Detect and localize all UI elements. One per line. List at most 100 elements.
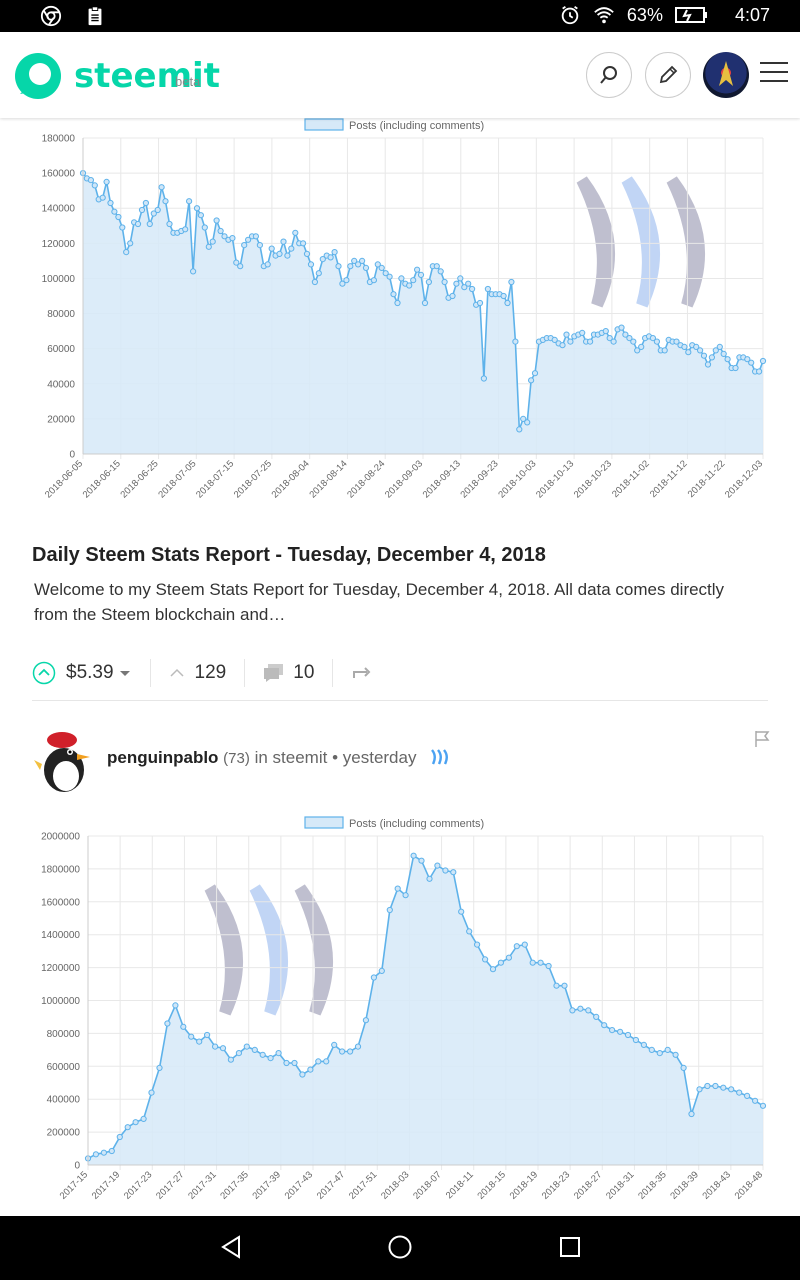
y-tick-label: 1400000 xyxy=(41,930,80,941)
vote-count[interactable]: 129 xyxy=(194,662,227,683)
data-point xyxy=(327,254,334,261)
chart-legend: Posts (including comments) xyxy=(304,816,484,830)
watermark-stroke xyxy=(204,884,243,1016)
legend-swatch xyxy=(304,118,344,131)
divider xyxy=(332,659,334,687)
data-point xyxy=(188,1033,195,1040)
x-tick-label: 2018-09-13 xyxy=(421,458,463,500)
data-point xyxy=(563,331,570,338)
data-point xyxy=(716,343,723,350)
data-point xyxy=(418,857,425,864)
data-point xyxy=(437,268,444,275)
data-point xyxy=(351,257,358,264)
data-point xyxy=(601,1022,608,1029)
home-icon[interactable] xyxy=(387,1234,413,1260)
data-point xyxy=(609,1027,616,1034)
post-title[interactable]: Daily Steem Stats Report - Tuesday, Dece… xyxy=(32,544,546,566)
data-point xyxy=(156,1064,163,1071)
submit-story-button[interactable] xyxy=(645,52,691,98)
author-name[interactable]: penguinpablo xyxy=(107,748,219,767)
author-avatar[interactable] xyxy=(32,730,92,794)
y-tick-label: 80000 xyxy=(47,309,75,320)
data-point xyxy=(704,361,712,368)
x-tick-label: 2018-43 xyxy=(701,1169,733,1201)
data-point xyxy=(116,1133,123,1141)
upvote-icon[interactable] xyxy=(32,661,56,685)
flag-icon[interactable] xyxy=(754,730,770,748)
data-point xyxy=(394,885,401,892)
data-point xyxy=(331,1041,338,1048)
data-point xyxy=(123,249,130,256)
data-point xyxy=(559,342,566,349)
x-tick-label: 2018-11-22 xyxy=(686,458,728,500)
data-point xyxy=(245,236,252,243)
comments-icon[interactable] xyxy=(263,663,285,683)
data-point xyxy=(728,1086,735,1093)
data-point xyxy=(243,1043,250,1050)
caret-down-icon[interactable] xyxy=(118,666,132,680)
data-point xyxy=(480,375,487,382)
post-excerpt[interactable]: Welcome to my Steem Stats Report for Tue… xyxy=(34,580,725,624)
data-point xyxy=(567,338,574,345)
data-point xyxy=(103,178,110,186)
search-button[interactable] xyxy=(586,52,632,98)
data-point xyxy=(182,226,189,233)
data-point xyxy=(720,350,727,357)
x-tick-label: 2017-47 xyxy=(315,1169,347,1201)
y-tick-label: 200000 xyxy=(47,1128,81,1139)
post-time[interactable]: yesterday xyxy=(342,748,417,767)
data-point xyxy=(720,1084,727,1091)
data-point xyxy=(323,1058,330,1065)
recents-icon[interactable] xyxy=(557,1234,583,1260)
comment-count[interactable]: 10 xyxy=(293,662,315,683)
x-tick-label: 2018-15 xyxy=(476,1169,508,1201)
avatar[interactable] xyxy=(703,52,749,98)
data-point xyxy=(291,1059,298,1067)
data-point xyxy=(553,982,560,989)
data-point xyxy=(672,1051,679,1058)
data-point xyxy=(736,1089,743,1096)
data-point xyxy=(602,328,609,335)
data-point xyxy=(579,329,586,336)
data-point xyxy=(92,1151,100,1158)
data-point xyxy=(142,199,150,207)
data-point xyxy=(300,240,307,247)
data-point xyxy=(513,943,520,950)
data-point xyxy=(748,359,755,366)
y-tick-label: 140000 xyxy=(42,204,76,215)
data-point xyxy=(299,1071,306,1078)
data-point xyxy=(335,263,342,270)
x-tick-label: 2018-07-15 xyxy=(194,458,236,500)
back-icon[interactable] xyxy=(218,1234,244,1260)
data-point xyxy=(688,1110,695,1118)
data-point xyxy=(744,356,751,363)
data-point xyxy=(561,982,568,989)
data-point xyxy=(524,419,531,426)
data-point xyxy=(520,415,527,422)
chevron-up-icon[interactable] xyxy=(169,667,185,679)
data-point xyxy=(617,1028,624,1035)
data-point xyxy=(119,224,126,231)
data-point xyxy=(531,370,539,377)
menu-icon[interactable] xyxy=(760,62,788,86)
steemit-logo[interactable]: steemit xyxy=(12,50,220,102)
y-tick-label: 600000 xyxy=(47,1062,81,1073)
data-point xyxy=(204,1031,211,1039)
payout-value[interactable]: $5.39 xyxy=(66,662,114,683)
x-tick-label: 2017-43 xyxy=(283,1169,315,1201)
battery-charging-icon xyxy=(674,7,707,23)
android-nav-bar xyxy=(0,1216,800,1280)
reblog-icon[interactable] xyxy=(351,664,373,682)
data-point xyxy=(752,1097,759,1104)
data-point xyxy=(426,875,433,882)
data-point xyxy=(355,261,362,268)
data-point xyxy=(712,1082,719,1090)
data-point xyxy=(410,852,417,859)
data-point xyxy=(259,1051,266,1058)
data-point xyxy=(237,263,244,270)
community-link[interactable]: in steemit xyxy=(254,748,328,767)
x-tick-label: 2018-06-15 xyxy=(81,458,123,500)
data-point xyxy=(521,941,528,948)
data-point xyxy=(433,263,440,270)
data-point xyxy=(343,277,350,284)
